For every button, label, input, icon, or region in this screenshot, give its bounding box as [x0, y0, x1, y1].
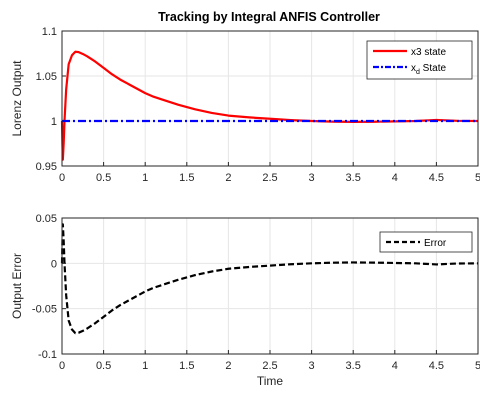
axes-box: [61, 217, 479, 355]
x-tick-label: 4: [392, 360, 398, 372]
legend-box: [366, 40, 473, 80]
legend-entry: x3 state: [411, 47, 446, 58]
legend-box: [379, 231, 473, 253]
x-tick-label: 2.5: [262, 172, 277, 184]
legend: x3 state xd State: [366, 40, 473, 80]
y-tick-label: -0.1: [38, 349, 57, 361]
y-axis-label: Output Error: [10, 253, 24, 319]
legend: Error: [379, 231, 473, 253]
y-tick-label: 1: [51, 116, 57, 128]
x-tick-label: 0: [59, 360, 65, 372]
y-tick-label: 0: [51, 258, 57, 270]
x-tick-label: 3: [309, 360, 315, 372]
x-tick-label: 0: [59, 172, 65, 184]
x-tick-label: 2: [225, 172, 231, 184]
y-axis-label: Lorenz Output: [10, 60, 24, 137]
y-tick-label: 0.95: [36, 161, 57, 173]
x-tick-label: 3: [309, 172, 315, 184]
chart-title: Tracking by Integral ANFIS Controller: [158, 10, 380, 24]
y-tick-label: -0.05: [32, 304, 57, 316]
x-tick-label: 4.5: [429, 172, 444, 184]
x-tick-label: 4: [392, 172, 398, 184]
x-tick-label: 3.5: [346, 172, 361, 184]
tracking-subplot: 0 0.5 1 1.5 2 2.5 3 3.5 4 4.5 5 0.95 1 1.05 1.1 Lorenz …: [10, 26, 480, 184]
legend-entry: Error: [424, 238, 447, 249]
legend-entry: xd State: [411, 63, 446, 76]
y-tick-label: 1.1: [42, 26, 57, 38]
x-tick-label: 2: [225, 360, 231, 372]
x-tick-label: 0.5: [96, 172, 111, 184]
x-tick-label: 4.5: [429, 360, 444, 372]
y-tick-label: 0.05: [36, 213, 57, 225]
error-subplot: 0 0.5 1 1.5 2 2.5 3 3.5 4 4.5 5 -0.1 -0.05 0 0.05 Outpu…: [10, 213, 480, 388]
axes-box: [61, 30, 479, 167]
x-axis-label: Time: [257, 374, 284, 388]
y-tick-label: 1.05: [36, 71, 57, 83]
x-tick-label: 1.5: [179, 172, 194, 184]
x-tick-label: 1: [142, 172, 148, 184]
x-tick-label: 2.5: [262, 360, 277, 372]
x-tick-label: 5: [475, 360, 480, 372]
x-tick-label: 3.5: [346, 360, 361, 372]
x-tick-label: 5: [475, 172, 480, 184]
x-tick-label: 0.5: [96, 360, 111, 372]
series-line: [60, 223, 479, 335]
x-tick-label: 1: [142, 360, 148, 372]
x-tick-label: 1.5: [179, 360, 194, 372]
